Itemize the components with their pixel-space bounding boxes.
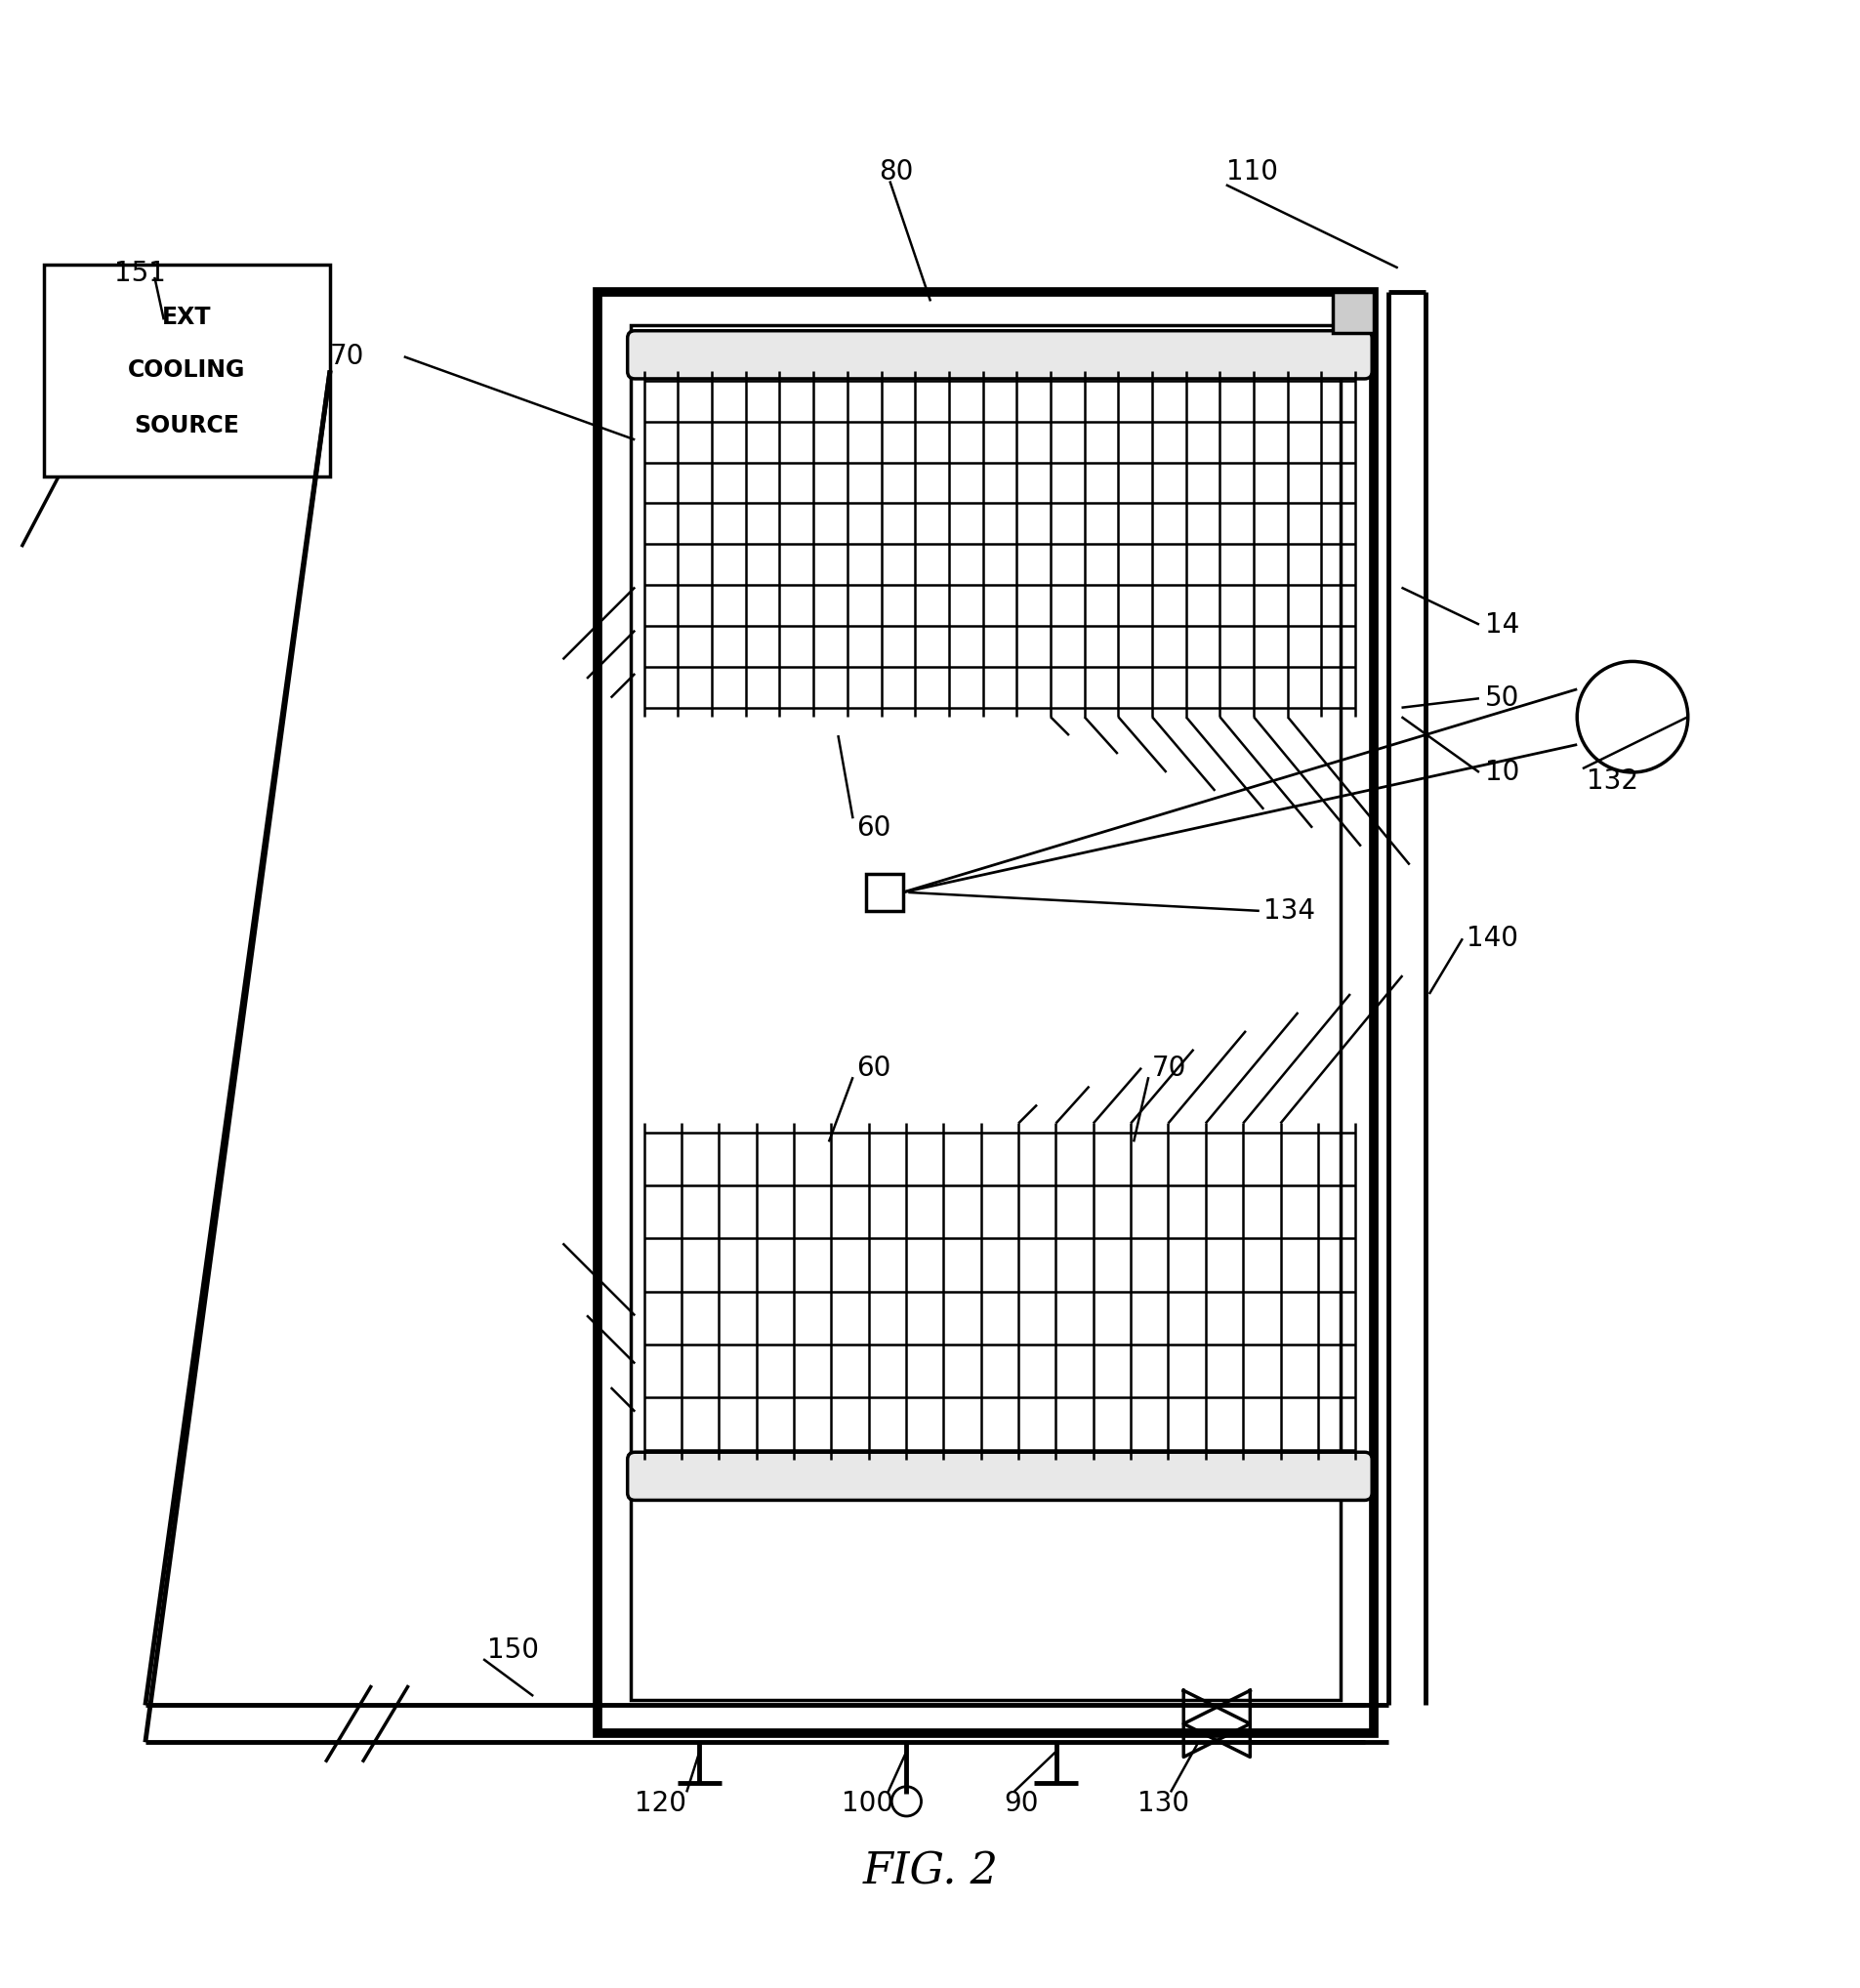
Text: 70: 70 bbox=[329, 344, 365, 370]
Bar bbox=[597, 292, 1373, 1734]
Circle shape bbox=[1575, 662, 1687, 771]
Text: 80: 80 bbox=[878, 159, 913, 185]
Text: 110: 110 bbox=[1226, 159, 1278, 185]
Bar bbox=[631, 326, 1339, 1700]
Text: 134: 134 bbox=[1263, 897, 1313, 924]
Text: 70: 70 bbox=[1151, 1054, 1187, 1081]
Text: 10: 10 bbox=[1484, 759, 1518, 785]
Bar bbox=[865, 875, 902, 911]
Circle shape bbox=[891, 1787, 921, 1817]
Text: 132: 132 bbox=[1585, 767, 1637, 795]
Text: 14: 14 bbox=[1484, 610, 1518, 638]
Text: 151: 151 bbox=[113, 260, 166, 286]
Text: 50: 50 bbox=[1484, 684, 1518, 712]
Text: 130: 130 bbox=[1136, 1789, 1189, 1817]
Bar bbox=[43, 264, 329, 477]
Text: 60: 60 bbox=[856, 1054, 891, 1081]
Text: 140: 140 bbox=[1466, 924, 1518, 952]
Text: 60: 60 bbox=[856, 813, 891, 841]
Text: 90: 90 bbox=[1004, 1789, 1038, 1817]
Text: 100: 100 bbox=[841, 1789, 893, 1817]
Text: 120: 120 bbox=[634, 1789, 686, 1817]
Text: COOLING: COOLING bbox=[128, 358, 246, 382]
Text: SOURCE: SOURCE bbox=[134, 414, 240, 437]
Text: FIG. 2: FIG. 2 bbox=[863, 1851, 997, 1893]
FancyBboxPatch shape bbox=[627, 1451, 1371, 1501]
FancyBboxPatch shape bbox=[627, 330, 1371, 380]
Bar bbox=[1332, 292, 1373, 332]
Text: EXT: EXT bbox=[162, 306, 212, 330]
Text: 150: 150 bbox=[487, 1636, 539, 1664]
